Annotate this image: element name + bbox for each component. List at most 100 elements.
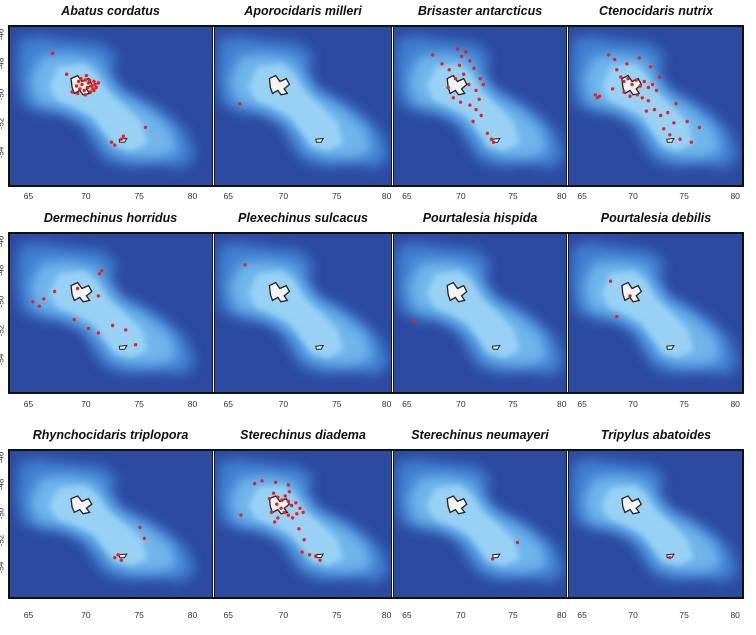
occurrence-point: [619, 75, 623, 79]
map-panel: [393, 449, 567, 599]
x-tick-label: 80: [730, 399, 740, 409]
kerguelen-island: [70, 281, 93, 303]
occurrence-point: [239, 513, 243, 517]
occurrence-point: [92, 79, 96, 84]
x-tick-label: 75: [508, 191, 518, 201]
occurrence-point: [657, 75, 662, 79]
map-svg: [9, 26, 212, 186]
occurrence-point: [668, 133, 672, 137]
occurrence-point: [96, 81, 101, 85]
occurrence-point: [269, 510, 274, 515]
x-tick-label: 75: [679, 399, 689, 409]
occurrence-point: [640, 96, 644, 100]
x-tick-label: 65: [402, 610, 412, 620]
map-panel: [393, 25, 567, 187]
x-tick-label: 75: [508, 610, 518, 620]
occurrence-point: [276, 495, 280, 499]
occurrence-point: [280, 498, 284, 502]
occurrence-point: [666, 110, 670, 115]
panel-title: Sterechinus diadema: [240, 428, 366, 442]
occurrence-point: [625, 62, 629, 66]
occurrence-point: [297, 527, 301, 531]
x-tick-label: 70: [81, 191, 91, 201]
x-tick-label: 70: [278, 191, 289, 201]
occurrence-point: [113, 143, 117, 147]
occurrence-point: [121, 134, 126, 138]
x-tick-label: 80: [557, 399, 567, 409]
occurrence-point: [83, 78, 88, 82]
x-tick-label: 75: [134, 191, 144, 201]
occurrence-point: [615, 314, 619, 319]
x-tick-label: 65: [402, 399, 412, 409]
occurrence-point: [697, 125, 702, 130]
y-tick-label: -48: [0, 478, 6, 491]
occurrence-point: [689, 140, 693, 144]
occurrence-point: [113, 555, 117, 560]
x-tick-label: 75: [332, 399, 342, 409]
y-tick-label: -50: [0, 507, 6, 519]
kerguelen-island: [268, 281, 291, 303]
occurrence-point: [630, 82, 634, 87]
occurrence-point: [593, 93, 597, 97]
heard-island: [315, 137, 325, 143]
occurrence-point: [490, 557, 495, 561]
occurrence-point: [626, 76, 630, 81]
occurrence-point: [85, 85, 90, 90]
x-tick-label: 80: [381, 610, 392, 620]
occurrence-point: [298, 506, 302, 510]
map-panel: [568, 25, 744, 187]
occurrence-point: [286, 483, 291, 487]
panel-title: Abatus cordatus: [61, 4, 160, 18]
occurrence-point: [74, 84, 79, 88]
occurrence-point: [274, 480, 278, 484]
occurrence-point: [290, 516, 295, 520]
occurrence-point: [467, 82, 471, 87]
occurrence-point: [611, 87, 615, 91]
occurrence-point: [286, 499, 291, 504]
occurrence-point: [273, 520, 277, 524]
x-tick-label: 70: [628, 191, 638, 201]
occurrence-point: [286, 513, 291, 517]
occurrence-point: [646, 99, 651, 103]
occurrence-point: [75, 286, 80, 291]
occurrence-point: [464, 50, 468, 54]
y-tick-label: -50: [0, 88, 6, 100]
occurrence-point: [515, 540, 520, 545]
x-tick-label: 70: [81, 399, 91, 409]
x-tick-label: 65: [223, 610, 233, 620]
x-tick-label: 70: [81, 610, 91, 620]
y-tick-label: -48: [0, 264, 6, 277]
x-tick-label: 75: [679, 610, 689, 620]
occurrence-point: [52, 289, 57, 294]
occurrence-point: [638, 84, 642, 88]
occurrence-point: [652, 107, 657, 112]
occurrence-point: [82, 88, 86, 93]
occurrence-point: [287, 490, 292, 494]
occurrence-point: [109, 140, 114, 144]
occurrence-point: [283, 494, 287, 498]
occurrence-point: [70, 90, 74, 94]
x-tick-label: 80: [730, 610, 740, 620]
occurrence-point: [468, 59, 472, 63]
occurrence-point: [646, 85, 651, 90]
occurrence-point: [252, 481, 257, 486]
x-tick-label: 75: [332, 191, 342, 201]
occurrence-point: [42, 297, 46, 301]
occurrence-point: [431, 53, 435, 57]
x-tick-label: 80: [187, 610, 198, 620]
occurrence-point: [459, 54, 464, 59]
occurrence-point: [613, 57, 617, 62]
occurrence-point: [481, 82, 485, 87]
occurrence-point: [477, 97, 481, 102]
occurrence-point: [606, 53, 611, 57]
occurrence-point: [446, 85, 450, 90]
map-svg: [9, 450, 212, 598]
x-tick-label: 70: [456, 399, 466, 409]
heard-island: [666, 344, 675, 350]
occurrence-point: [119, 558, 124, 562]
panel-title: Dermechinus horridus: [43, 211, 178, 225]
x-tick-label: 80: [187, 399, 198, 409]
x-tick-label: 65: [23, 191, 34, 201]
occurrence-point: [243, 263, 247, 267]
